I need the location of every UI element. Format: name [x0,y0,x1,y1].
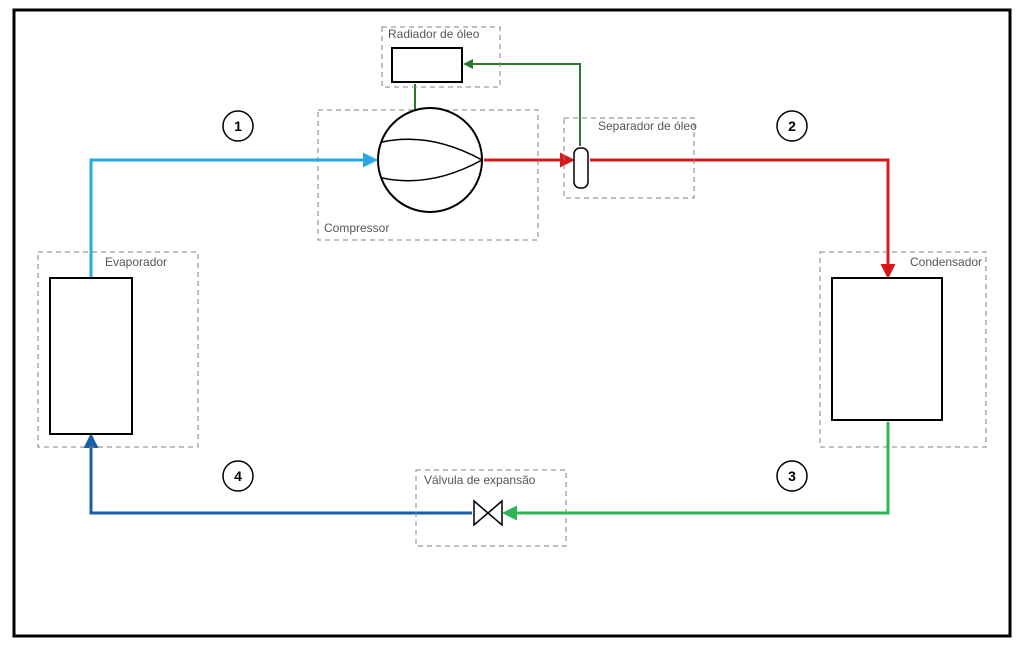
oil-separator-body [574,148,588,188]
expansion-valve-label: Válvula de expansão [424,473,536,487]
stage-4-label: 4 [234,468,242,484]
compressor-label: Compressor [324,221,389,235]
stage-2-label: 2 [788,118,796,134]
pipe-3-condenser-to-valve [505,422,888,513]
oil-radiator-label: Radiador de óleo [388,27,480,41]
refrigeration-cycle-diagram: Evaporador Condensador Radiador de óleo Sep… [0,0,1024,646]
oil-radiator-body [392,48,462,82]
oil-separator-label: Separador de óleo [598,119,697,133]
evaporator-body [50,278,132,434]
expansion-valve-symbol [474,501,502,525]
condenser-label: Condensador [910,255,982,269]
pipe-4-valve-to-evaporator [91,436,472,513]
stage-3-label: 3 [788,468,796,484]
pipe-2b-to-condenser [590,160,888,276]
stage-1-label: 1 [234,118,242,134]
oil-line-separator-to-radiator [465,64,580,146]
compressor-body [378,108,482,212]
condenser-body [832,278,942,420]
evaporator-label: Evaporador [105,255,167,269]
